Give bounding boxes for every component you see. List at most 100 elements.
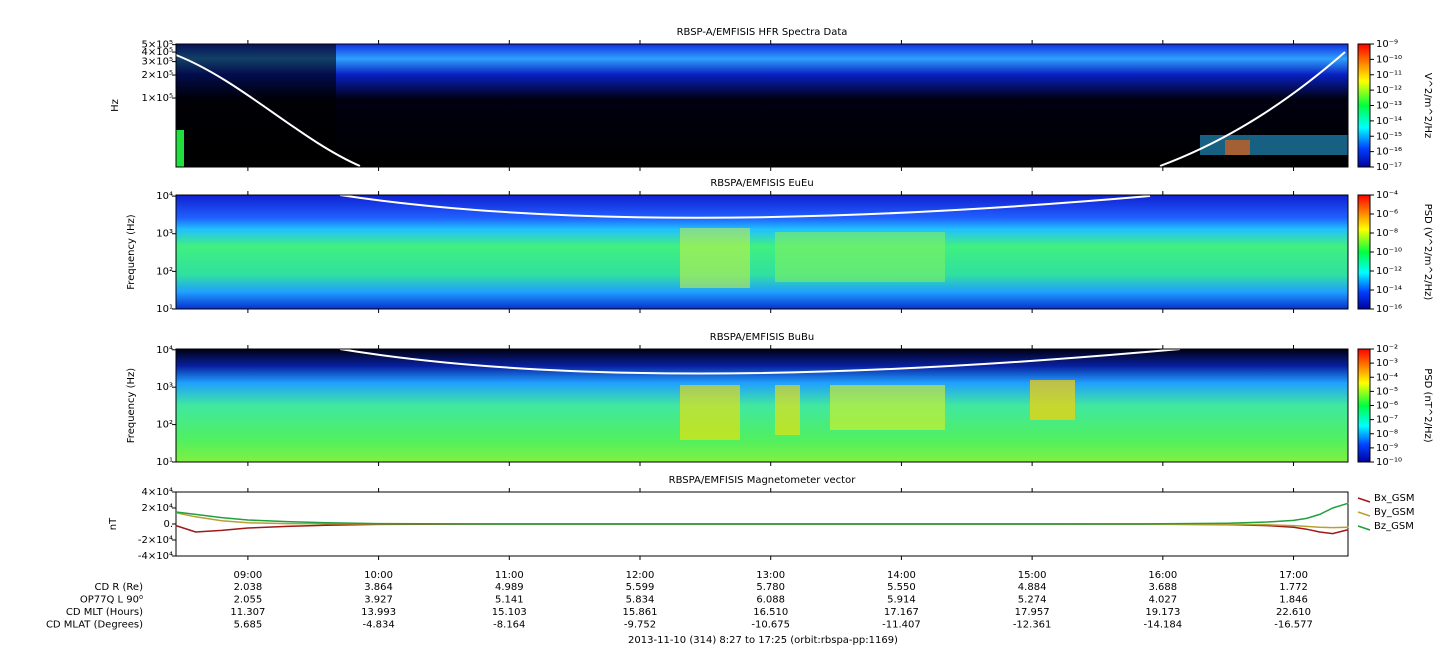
legend-label: Bx_GSM <box>1374 493 1415 504</box>
colorbar-tick-label: 10⁻¹⁵ <box>1376 131 1402 142</box>
ephemeris-value: 4.027 <box>1149 595 1178 606</box>
colorbar-tick-label: 10⁻¹⁴ <box>1376 116 1402 127</box>
ephemeris-value: -16.577 <box>1274 620 1313 631</box>
colorbar-tick-label: 10⁻⁹ <box>1376 443 1398 454</box>
y-tick-label: 10² <box>156 266 173 277</box>
colorbar-tick-label: 10⁻² <box>1376 344 1398 355</box>
ephemeris-value: 1.846 <box>1279 595 1308 606</box>
colorbar-tick-label: 10⁻⁶ <box>1376 401 1398 412</box>
colorbars <box>1358 44 1370 462</box>
ephemeris-value: 5.550 <box>887 582 916 593</box>
spectrogram-image <box>175 44 1348 462</box>
ephemeris-value: -9.752 <box>624 620 656 631</box>
ephemeris-value: 16.510 <box>753 607 788 618</box>
panel-title: RBSPA/EMFISIS BuBu <box>710 332 814 343</box>
colorbar-tick-label: 10⁻¹⁶ <box>1376 147 1402 158</box>
colorbar-tick-label: 10⁻¹⁶ <box>1376 304 1402 315</box>
ephemeris-value: -8.164 <box>493 620 525 631</box>
colorbar-tick-label: 10⁻¹⁴ <box>1376 285 1402 296</box>
colorbar-tick-label: 10⁻³ <box>1376 358 1398 369</box>
y-axis-label: Frequency (Hz) <box>126 368 137 444</box>
legend-swatch <box>1357 511 1371 517</box>
colorbar-label: PSD (nT^2/Hz) <box>1422 368 1433 442</box>
legend-swatch <box>1357 497 1371 503</box>
ephemeris-value: 19.173 <box>1145 607 1180 618</box>
colorbar-tick-label: 10⁻⁴ <box>1376 372 1398 383</box>
colorbar-tick-label: 10⁻¹⁰ <box>1376 247 1402 258</box>
plot-frame <box>175 194 1349 310</box>
colorbar-tick-label: 10⁻⁴ <box>1376 190 1398 201</box>
colorbar-tick-label: 10⁻¹⁷ <box>1376 162 1402 173</box>
colorbar-tick-label: 10⁻¹¹ <box>1376 70 1402 81</box>
x-tick-label: 14:00 <box>887 570 916 581</box>
y-tick-label: -4×10⁴ <box>138 551 173 562</box>
colorbar-tick-label: 10⁻¹² <box>1376 266 1402 277</box>
x-tick-label: 17:00 <box>1279 570 1308 581</box>
y-tick-label: 10⁴ <box>156 345 173 356</box>
ephemeris-value: 22.610 <box>1276 607 1311 618</box>
series-line <box>175 523 1349 535</box>
series-line <box>175 502 1349 525</box>
colorbar-label: V^2/m^2/Hz <box>1422 73 1433 139</box>
colorbar-tick-label: 10⁻⁵ <box>1376 386 1398 397</box>
ephemeris-value: 1.772 <box>1279 582 1308 593</box>
ephemeris-value: 5.274 <box>1018 595 1047 606</box>
ephemeris-value: 3.688 <box>1149 582 1178 593</box>
colorbar-tick-label: 10⁻¹⁰ <box>1376 54 1402 65</box>
ephemeris-value: 4.884 <box>1018 582 1047 593</box>
x-tick-label: 11:00 <box>495 570 524 581</box>
colorbar-tick-label: 10⁻¹² <box>1376 85 1402 96</box>
y-tick-label: 4×10⁵ <box>142 47 173 58</box>
ephemeris-label: CD MLAT (Degrees) <box>46 620 143 631</box>
ephemeris-value: 17.167 <box>884 607 919 618</box>
x-tick-label: 09:00 <box>233 570 262 581</box>
panel-title: RBSPA/EMFISIS Magnetometer vector <box>669 475 857 486</box>
colorbar-tick-label: 10⁻⁶ <box>1376 209 1398 220</box>
ephemeris-value: 15.861 <box>623 607 658 618</box>
y-tick-label: 10³ <box>156 229 173 240</box>
panel-title: RBSPA/EMFISIS EuEu <box>710 178 813 189</box>
colorbar-tick-label: 10⁻¹³ <box>1376 101 1402 112</box>
ephemeris-value: 5.834 <box>626 595 655 606</box>
ephemeris-value: 3.927 <box>364 595 393 606</box>
ephemeris-value: 17.957 <box>1015 607 1050 618</box>
legend-label: By_GSM <box>1374 507 1415 518</box>
ephemeris-value: 5.685 <box>234 620 263 631</box>
y-tick-label: 3×10⁵ <box>142 57 173 68</box>
plot-frame <box>175 348 1349 463</box>
panel-title: RBSP-A/EMFISIS HFR Spectra Data <box>677 27 848 38</box>
y-tick-label: 10¹ <box>156 304 173 315</box>
ephemeris-value: 11.307 <box>230 607 265 618</box>
ephemeris-value: 6.088 <box>756 595 785 606</box>
y-axis-label: Hz <box>110 99 121 112</box>
y-tick-label: 10⁴ <box>156 191 173 202</box>
ephemeris-label: CD MLT (Hours) <box>66 607 143 618</box>
colorbar-tick-label: 10⁻⁹ <box>1376 39 1398 50</box>
y-tick-label: 10² <box>156 420 173 431</box>
colorbar-tick-label: 10⁻¹⁰ <box>1376 457 1402 468</box>
y-tick-label: 5×10⁵ <box>142 40 173 51</box>
ephemeris-value: 2.055 <box>234 595 263 606</box>
plot-frame <box>175 43 1349 168</box>
footer: 2013-11-10 (314) 8:27 to 17:25 (orbit:rb… <box>628 635 898 646</box>
ephemeris-value: -11.407 <box>882 620 921 631</box>
x-tick-label: 12:00 <box>626 570 655 581</box>
y-tick-label: 1×10⁵ <box>142 93 173 104</box>
y-tick-label: 4×10⁴ <box>142 487 173 498</box>
y-axis-label: Frequency (Hz) <box>126 214 137 290</box>
ephemeris-value: 2.038 <box>234 582 263 593</box>
ephemeris-value: 5.780 <box>756 582 785 593</box>
ephemeris-label: OP77Q L 90⁰ <box>80 595 143 606</box>
colorbar-tick-label: 10⁻⁸ <box>1376 429 1398 440</box>
ephemeris-value: -10.675 <box>751 620 790 631</box>
ephemeris-value: -14.184 <box>1144 620 1183 631</box>
ephemeris-value: 5.141 <box>495 595 524 606</box>
x-tick-label: 13:00 <box>756 570 785 581</box>
ephemeris-value: 4.989 <box>495 582 524 593</box>
y-tick-label: 2×10⁵ <box>142 70 173 81</box>
y-tick-label: -2×10⁴ <box>138 535 173 546</box>
ephemeris-value: -12.361 <box>1013 620 1052 631</box>
colorbar-tick-label: 10⁻⁷ <box>1376 415 1398 426</box>
legend-label: Bz_GSM <box>1374 521 1414 532</box>
